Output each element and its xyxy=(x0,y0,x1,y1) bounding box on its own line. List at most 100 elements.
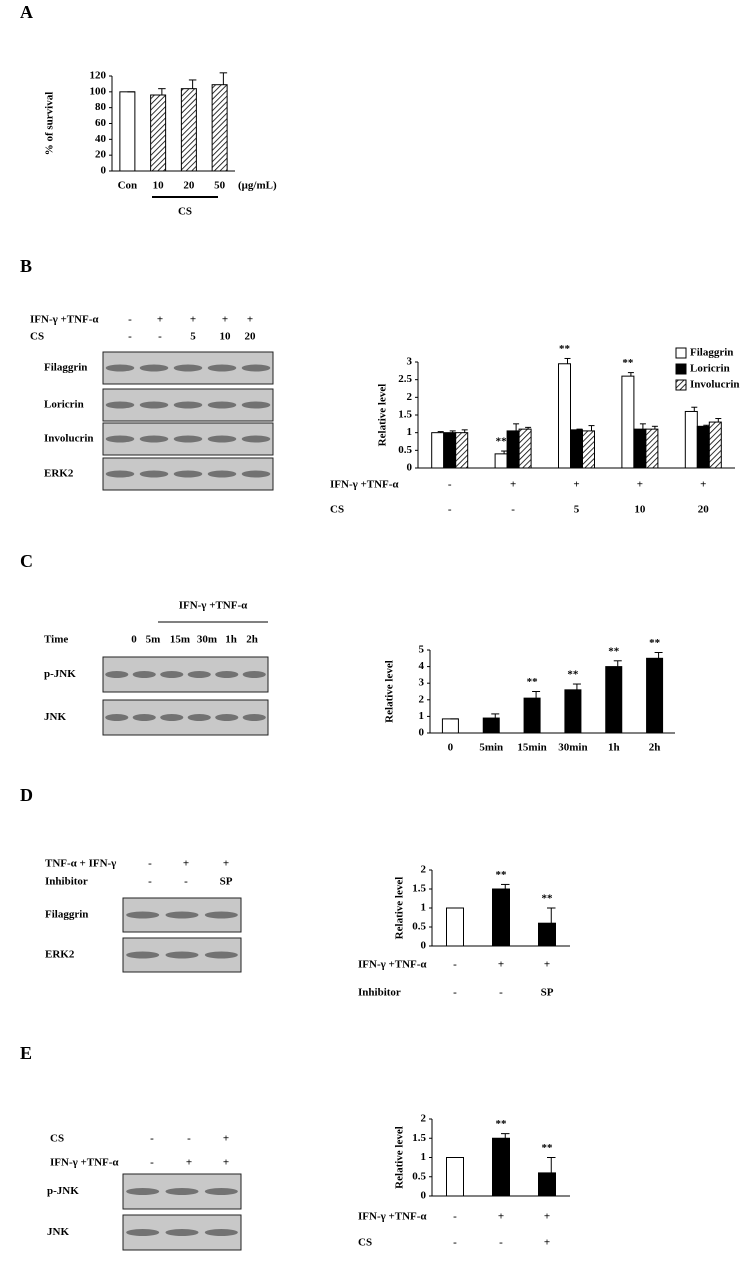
condition-value: - xyxy=(448,479,452,491)
blot-condition-value: + xyxy=(223,858,229,870)
condition-value: 20 xyxy=(698,504,710,516)
legend-label: Filaggrin xyxy=(690,347,733,359)
blot-band xyxy=(105,401,135,409)
condition-value: - xyxy=(453,959,457,971)
bar xyxy=(538,1172,556,1197)
significance: ** xyxy=(608,645,620,657)
x-tick-label: 30min xyxy=(558,742,587,754)
legend-swatch xyxy=(675,379,687,391)
blot-band xyxy=(207,435,237,443)
blot-image xyxy=(102,656,269,693)
blot-band xyxy=(242,714,266,721)
blot-band xyxy=(204,951,238,959)
blot-row-label: JNK xyxy=(47,1226,69,1238)
y-tick-label: 2 xyxy=(407,391,413,403)
panel-label: B xyxy=(20,256,32,276)
bar xyxy=(443,432,457,469)
x-tick-label: 50 xyxy=(214,180,226,192)
y-tick-label: 20 xyxy=(95,149,107,161)
blot-band xyxy=(132,714,156,721)
blot-condition-value: - xyxy=(148,858,152,870)
bar xyxy=(564,689,582,734)
condition-value: + xyxy=(637,479,643,491)
significance: ** xyxy=(527,676,539,688)
blot-band xyxy=(187,671,211,678)
y-tick-label: 0.5 xyxy=(398,444,412,456)
blot-condition-value: - xyxy=(158,331,162,343)
blot-condition-label: Inhibitor xyxy=(45,876,88,888)
y-tick-label: 1 xyxy=(421,902,427,914)
blot-band xyxy=(126,1229,160,1236)
legend-swatch xyxy=(675,363,687,375)
blot-band xyxy=(241,435,271,443)
blot-band xyxy=(187,714,211,721)
blot-band xyxy=(173,401,203,409)
blot-condition-label: Time xyxy=(44,634,68,646)
bar xyxy=(431,432,445,469)
bar xyxy=(646,657,664,734)
bar xyxy=(708,421,722,469)
condition-value: + xyxy=(544,1237,550,1249)
x-tick-label: 20 xyxy=(183,180,195,192)
condition-value: - xyxy=(448,504,452,516)
x-tick-label: 15min xyxy=(517,742,546,754)
y-axis-label: Relative level xyxy=(394,1126,406,1189)
blot-band xyxy=(204,1229,238,1236)
bar xyxy=(494,453,508,469)
blot-band xyxy=(105,671,129,678)
y-tick-label: 2 xyxy=(421,864,427,876)
blot-band xyxy=(105,364,135,372)
bar xyxy=(492,1137,510,1197)
blot-condition-label: IFN-γ +TNF-α xyxy=(30,314,99,326)
condition-value: SP xyxy=(541,987,554,999)
blot-row-label: p-JNK xyxy=(47,1185,79,1197)
y-tick-label: 0 xyxy=(421,1190,427,1202)
condition-value: 10 xyxy=(634,504,646,516)
blot-condition-value: - xyxy=(187,1133,191,1145)
significance: ** xyxy=(496,1118,508,1130)
group-label: CS xyxy=(178,206,192,218)
blot-condition-label: IFN-γ +TNF-α xyxy=(50,1157,119,1169)
bar xyxy=(605,666,623,734)
x-tick-label: 10 xyxy=(153,180,165,192)
blot-band xyxy=(207,401,237,409)
y-tick-label: 4 xyxy=(419,660,425,672)
y-tick-label: 1.5 xyxy=(412,883,426,895)
blot-condition-value: + xyxy=(223,1157,229,1169)
blot-band xyxy=(105,470,135,478)
blot-band xyxy=(165,1229,199,1236)
blot-band xyxy=(207,364,237,372)
condition-label: Inhibitor xyxy=(358,987,401,999)
blot-condition-value: - xyxy=(148,876,152,888)
blot-condition-value: 15m xyxy=(170,634,190,646)
y-tick-label: 40 xyxy=(95,133,107,145)
y-tick-label: 0 xyxy=(407,462,413,474)
blot-condition-value: - xyxy=(128,314,132,326)
blot-band xyxy=(139,364,169,372)
blot-condition-value: 5m xyxy=(146,634,161,646)
blot-band xyxy=(204,1188,238,1195)
blot-row-label: ERK2 xyxy=(44,468,74,480)
y-tick-label: 100 xyxy=(90,85,107,97)
blot-band xyxy=(241,364,271,372)
y-tick-label: 1.5 xyxy=(398,409,412,421)
blot-condition-value: + xyxy=(222,314,228,326)
blot-condition-value: 0 xyxy=(131,634,137,646)
x-tick-label: 5min xyxy=(479,742,503,754)
y-tick-label: 120 xyxy=(90,70,107,82)
significance: ** xyxy=(559,343,571,355)
blot-condition-value: 10 xyxy=(220,331,232,343)
y-axis-label: Relative level xyxy=(377,384,389,447)
blot-band xyxy=(173,435,203,443)
y-tick-label: 0 xyxy=(419,727,425,739)
bar xyxy=(621,375,635,469)
x-tick-label: 2h xyxy=(649,742,661,754)
condition-value: - xyxy=(511,504,515,516)
blot-condition-value: + xyxy=(247,314,253,326)
blot-band xyxy=(160,714,184,721)
blot-band xyxy=(139,401,169,409)
significance: ** xyxy=(496,436,508,448)
blot-condition-label: CS xyxy=(50,1133,64,1145)
legend-label: Involucrin xyxy=(690,379,740,391)
